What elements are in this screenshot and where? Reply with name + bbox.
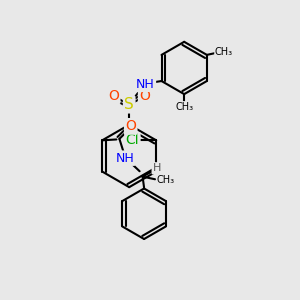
Text: CH₃: CH₃ (175, 102, 193, 112)
Text: O: O (108, 88, 119, 103)
Text: CH₃: CH₃ (156, 175, 175, 185)
Text: NH: NH (136, 78, 155, 91)
Text: NH: NH (116, 152, 134, 165)
Text: CH₃: CH₃ (215, 47, 233, 57)
Text: H: H (153, 163, 161, 173)
Text: S: S (124, 97, 134, 112)
Text: Cl: Cl (126, 133, 139, 147)
Text: O: O (139, 88, 150, 103)
Text: O: O (125, 119, 136, 134)
